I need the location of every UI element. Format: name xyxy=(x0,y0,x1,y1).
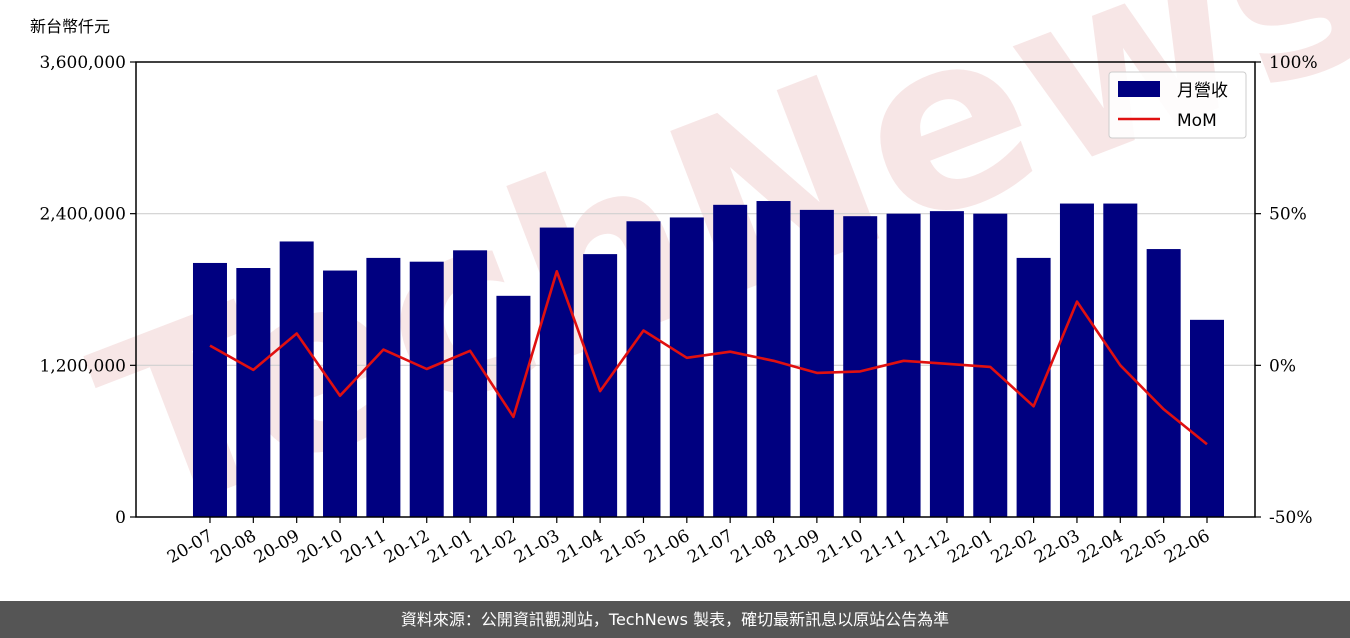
x-tick-label: 21-04 xyxy=(554,526,606,568)
bar xyxy=(236,268,271,517)
y-axis-unit-label: 新台幣仟元 xyxy=(30,17,110,36)
x-tick-label: 21-01 xyxy=(424,526,476,568)
y-left-tick-label: 3,600,000 xyxy=(39,53,126,73)
y-right-tick-label: 0% xyxy=(1269,356,1296,376)
bar xyxy=(496,295,531,517)
bar xyxy=(1146,249,1181,518)
x-tick-label: 22-02 xyxy=(988,526,1040,568)
x-tick-label: 20-11 xyxy=(337,526,389,568)
bar xyxy=(583,254,618,517)
y-right-tick-label: 50% xyxy=(1269,205,1307,225)
legend-label-revenue: 月營收 xyxy=(1177,81,1228,101)
x-tick-label: 21-08 xyxy=(728,526,780,568)
x-tick-label: 22-05 xyxy=(1118,526,1170,568)
x-tick-label: 21-12 xyxy=(901,526,953,568)
bar xyxy=(886,213,921,517)
bar xyxy=(1059,203,1094,518)
bar xyxy=(626,221,661,517)
revenue-chart: TechNews 01,200,0002,400,0003,600,000-50… xyxy=(30,0,1350,573)
bar xyxy=(799,209,834,517)
mom-line xyxy=(209,269,1208,446)
y-left-tick-label: 0 xyxy=(115,508,126,528)
source-footer: 資料來源：公開資訊觀測站，TechNews 製表，確切最新訊息以原站公告為準 xyxy=(0,601,1350,638)
x-tick-label: 22-03 xyxy=(1031,526,1083,568)
x-tick-label: 21-11 xyxy=(858,526,910,568)
x-tick-label: 20-12 xyxy=(381,526,433,568)
bar xyxy=(1103,203,1138,518)
x-tick-label: 21-02 xyxy=(467,526,519,568)
bar xyxy=(669,217,704,518)
x-tick-label: 21-10 xyxy=(814,526,866,568)
y-right-tick-label: 100% xyxy=(1269,53,1318,73)
bar xyxy=(453,250,488,517)
x-tick-label: 22-06 xyxy=(1161,526,1213,568)
x-tick-label: 22-04 xyxy=(1074,526,1126,568)
x-tick-label: 21-05 xyxy=(598,526,650,568)
plot-frame xyxy=(135,61,1256,518)
x-tick-label: 21-03 xyxy=(511,526,563,568)
y-left-tick-label: 1,200,000 xyxy=(39,356,126,376)
x-tick-label: 21-09 xyxy=(771,526,823,568)
bar xyxy=(843,216,878,517)
mom-series xyxy=(209,269,1208,446)
legend-label-mom: MoM xyxy=(1177,111,1217,131)
legend-swatch-bar xyxy=(1118,81,1160,97)
bar xyxy=(713,204,748,517)
y-left-tick-label: 2,400,000 xyxy=(39,205,126,225)
x-tick-label: 20-10 xyxy=(294,526,346,568)
bar-series xyxy=(192,201,1224,518)
y-right-tick-label: -50% xyxy=(1269,508,1313,528)
bar xyxy=(409,261,444,517)
bar xyxy=(279,241,314,517)
bar xyxy=(192,262,227,517)
bar xyxy=(366,257,401,517)
bar xyxy=(1016,257,1051,517)
x-tick-label: 21-07 xyxy=(684,526,736,568)
x-tick-label: 21-06 xyxy=(641,526,693,568)
bar xyxy=(1190,319,1224,517)
x-tick-label: 22-01 xyxy=(944,526,996,568)
legend: 月營收 MoM xyxy=(1108,71,1247,139)
